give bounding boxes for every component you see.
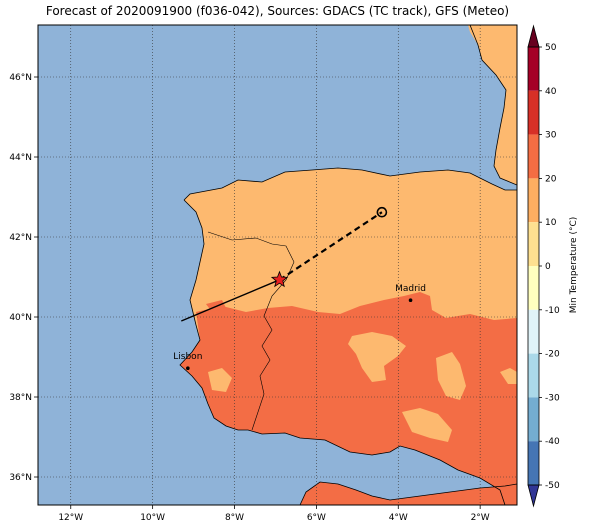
city-label: Madrid: [395, 284, 426, 294]
colorbar: 50 40 30 20 10 0 -10 -20 -30 -40 -50: [527, 24, 560, 508]
balearic-land: [500, 368, 517, 384]
map-frame: [37, 24, 518, 506]
latitude-ticks: 36°N 38°N 40°N 42°N 44°N 46°N: [9, 73, 38, 483]
north-africa-land: [300, 482, 517, 505]
x-tick-label: 8°W: [225, 513, 244, 523]
cyclone-current-position-star-icon: [270, 270, 289, 288]
x-tick-label: 6°W: [307, 513, 326, 523]
cyclone-forecast-position-marker: [376, 206, 388, 218]
city-markers: Madrid Lisbon: [173, 284, 426, 371]
colorbar-tick-label: -20: [545, 350, 560, 360]
iberia-coastline: [183, 167, 517, 201]
colorbar-tick-label: -40: [545, 437, 560, 447]
colorbar-extend-min: [527, 484, 540, 508]
x-tick-label: 12°W: [58, 513, 83, 523]
graticule: [38, 25, 517, 505]
map-title: Forecast of 2020091900 (f036-042), Sourc…: [45, 4, 510, 18]
pocket-southeast: [402, 408, 452, 442]
colorbar-tick-label: 10: [545, 218, 557, 228]
y-tick-label: 40°N: [9, 313, 32, 323]
colorbar-band: [528, 441, 539, 485]
cyclone-past-track: [181, 279, 280, 322]
colorbar-band: [528, 178, 539, 223]
colorbar-tick-label: 40: [545, 87, 557, 97]
colorbar-band: [528, 309, 539, 354]
x-tick-label: 2°W: [471, 513, 490, 523]
y-tick-label: 36°N: [9, 473, 32, 483]
y-tick-label: 38°N: [9, 393, 32, 403]
pocket-southwest: [208, 368, 232, 392]
colorbar-tick-label: -10: [545, 306, 560, 316]
cyclone-forecast-track: [278, 211, 383, 281]
map-plot-area: Madrid Lisbon: [38, 25, 517, 505]
colorbar-extend-max: [527, 24, 540, 48]
colorbar-tick-label: -50: [545, 481, 560, 491]
colorbar-band: [528, 397, 539, 442]
portugal-spain-border: [207, 231, 295, 431]
france-coastline: [469, 25, 517, 186]
colorbar-tick-label: 30: [545, 131, 557, 141]
colorbar-label: Min Temperature (°C): [569, 217, 579, 314]
city-dot: [186, 366, 190, 371]
west-coastline: [179, 199, 506, 505]
pocket-east: [436, 352, 466, 400]
colorbar-band: [528, 47, 539, 91]
colorbar-band: [528, 134, 539, 179]
colorbar-band: [528, 222, 539, 266]
france-land: [468, 25, 517, 185]
colorbar-tick-label: 50: [545, 43, 557, 53]
colorbar-tick-label: 0: [545, 262, 551, 272]
x-tick-label: 10°W: [140, 513, 165, 523]
south-land-20-30: [180, 292, 517, 505]
pocket-center: [348, 332, 406, 382]
colorbar-tick-label: 20: [545, 174, 557, 184]
colorbar-band: [528, 90, 539, 135]
city-label: Lisbon: [173, 352, 202, 362]
colorbar-tick-label: -30: [545, 393, 560, 403]
africa-coastline: [299, 481, 517, 505]
city-dot: [408, 298, 413, 303]
y-tick-label: 46°N: [9, 73, 32, 83]
x-tick-label: 4°W: [389, 513, 408, 523]
colorbar-band: [528, 266, 539, 310]
colorbar-band: [528, 353, 539, 398]
y-tick-label: 44°N: [9, 153, 32, 163]
y-tick-label: 42°N: [9, 233, 32, 243]
longitude-ticks: 12°W 10°W 8°W 6°W 4°W 2°W: [58, 505, 490, 523]
